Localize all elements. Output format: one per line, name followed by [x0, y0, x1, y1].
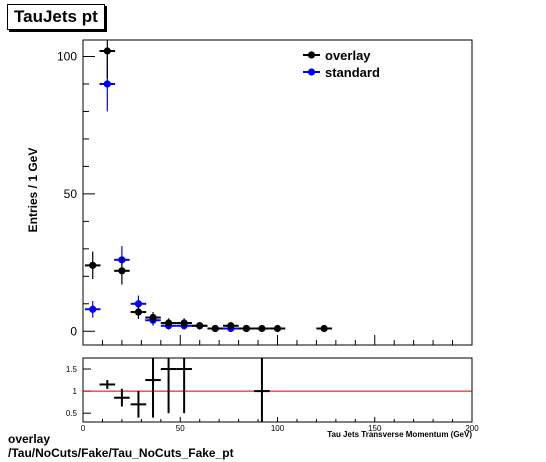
overlay-marker — [258, 324, 266, 333]
overlay-marker — [227, 322, 235, 330]
ratio-plot-frame: 0 50 100 150 200 0.5 1 1.5 — [66, 357, 479, 433]
legend-label-standard: standard — [325, 65, 380, 80]
overlay-marker — [180, 319, 188, 327]
overlay-point — [223, 322, 239, 330]
standard-marker — [89, 305, 97, 313]
ratio-point — [254, 358, 270, 422]
ratio-point — [114, 388, 130, 407]
standard-point — [84, 301, 101, 318]
main-y-tick-label: 50 — [64, 187, 78, 201]
overlay-marker — [242, 324, 250, 333]
ratio-point — [176, 358, 192, 414]
ratio-plot-border — [82, 357, 473, 423]
overlay-point — [99, 40, 116, 79]
x-axis-label: Tau Jets Transverse Momentum (GeV) — [327, 430, 472, 439]
legend-marker-standard — [307, 68, 316, 76]
footer-path-label: /Tau/NoCuts/Fake/Tau_NoCuts_Fake_pt — [8, 446, 234, 460]
overlay-marker — [196, 322, 204, 330]
main-plot-border — [82, 39, 473, 346]
ratio-x-tick-label: 100 — [271, 424, 285, 433]
overlay-marker — [149, 313, 157, 322]
overlay-point — [269, 324, 286, 333]
ratio-point — [99, 380, 116, 389]
legend: overlay standard — [303, 48, 380, 80]
legend-label-overlay: overlay — [325, 48, 371, 63]
ratio-y-tick-label: 0.5 — [66, 409, 78, 418]
main-y-tick-label: 0 — [70, 324, 77, 338]
overlay-marker — [273, 324, 282, 333]
overlay-point — [191, 322, 208, 330]
overlay-marker — [320, 324, 328, 333]
overlay-marker — [164, 319, 173, 327]
ratio-x-tick-label: 0 — [81, 424, 86, 433]
overlay-point — [254, 324, 270, 333]
overlay-marker — [89, 261, 97, 269]
footer-overlay-label: overlay — [8, 432, 51, 446]
ratio-y-tick-label: 1.5 — [66, 365, 78, 374]
ratio-x-tick-label: 150 — [368, 424, 382, 433]
ratio-point — [145, 358, 161, 418]
ratio-point — [160, 358, 177, 414]
ratio-x-tick-label: 50 — [176, 424, 185, 433]
main-plot-frame: 0 50 100 — [57, 39, 473, 346]
legend-marker-overlay — [307, 51, 316, 59]
main-y-tick-label: 100 — [57, 49, 77, 63]
overlay-marker — [118, 267, 126, 275]
standard-marker — [103, 80, 111, 88]
overlay-point — [238, 324, 255, 333]
overlay-marker — [103, 47, 111, 55]
overlay-point — [130, 305, 147, 319]
chart-title: TauJets pt — [7, 4, 105, 30]
overlay-point — [207, 324, 224, 333]
overlay-marker — [134, 308, 143, 316]
overlay-marker — [211, 324, 219, 333]
overlay-point — [84, 251, 101, 280]
overlay-point — [316, 324, 332, 333]
y-axis-label: Entries / 1 GeV — [26, 148, 40, 233]
overlay-point — [145, 312, 161, 324]
ratio-x-tick-label: 200 — [465, 424, 479, 433]
ratio-point — [130, 391, 147, 418]
overlay-point — [114, 257, 130, 285]
standard-marker — [134, 300, 143, 308]
overlay-point — [160, 318, 177, 328]
ratio-y-tick-label: 1 — [73, 387, 78, 396]
overlay-point — [176, 318, 192, 328]
